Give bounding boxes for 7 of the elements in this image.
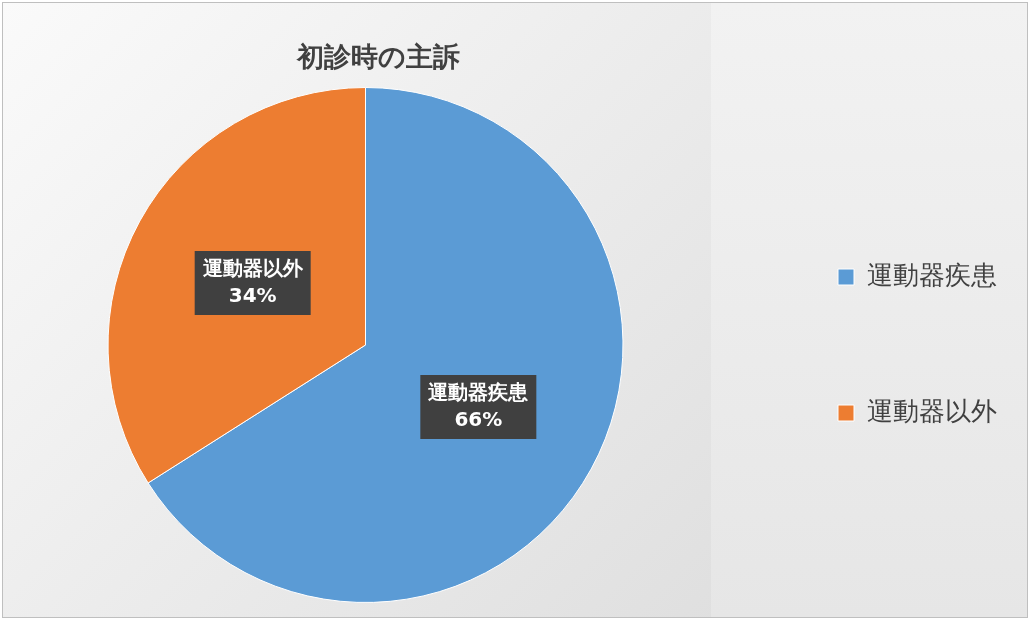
data-label: 34% [228, 282, 277, 307]
slice-label: 運動器以外 [201, 255, 304, 280]
data-label: 66% [454, 406, 503, 431]
legend-label: 運動器以外 [867, 395, 997, 426]
chart-title: 初診時の主訴 [295, 40, 461, 74]
legend-label: 運動器疾患 [867, 259, 997, 290]
slice-label: 運動器疾患 [427, 379, 530, 404]
